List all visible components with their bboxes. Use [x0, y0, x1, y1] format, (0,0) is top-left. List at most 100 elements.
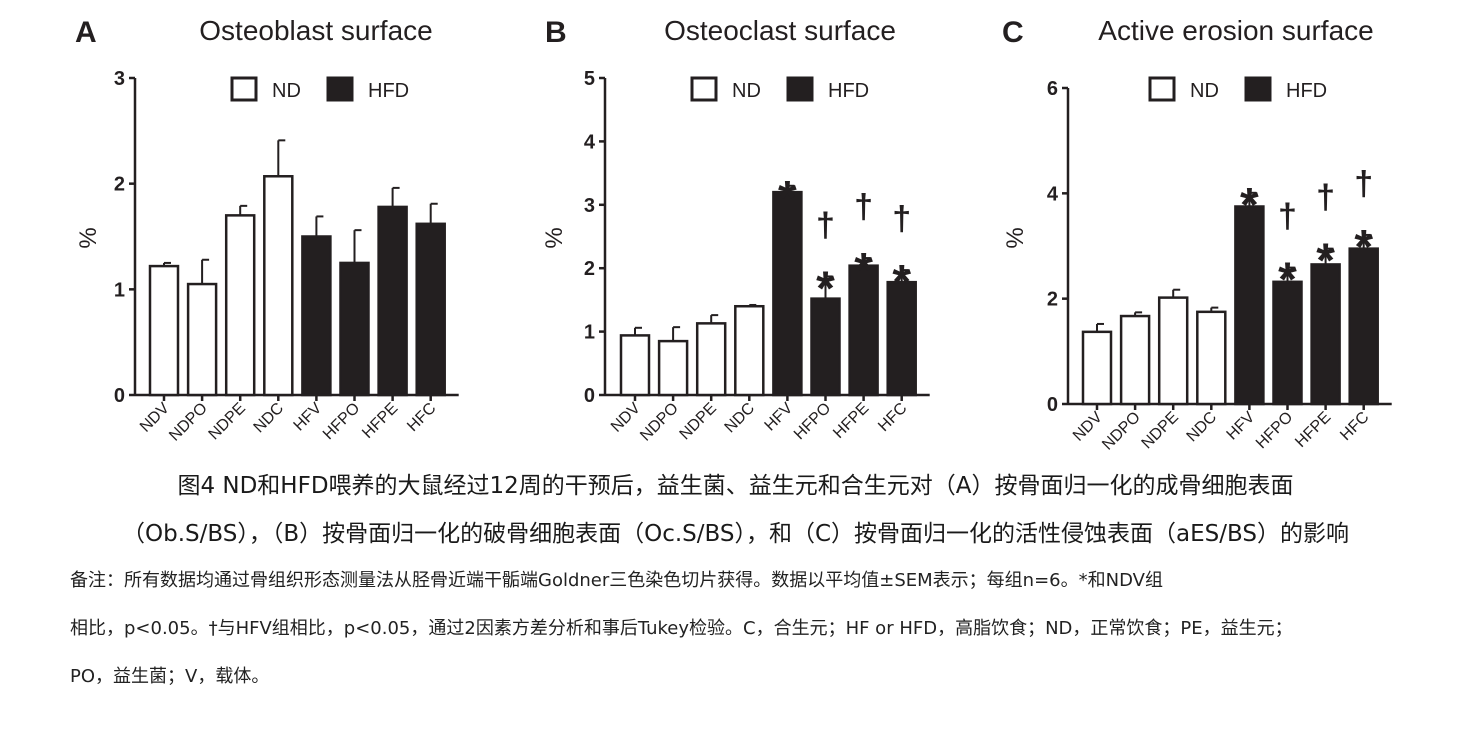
x-tick-label: NDPE	[677, 400, 720, 443]
x-tick-label: NDPO	[637, 400, 682, 445]
figure-caption-line-2: （Ob.S/BS），（B）按骨面归一化的破骨细胞表面（Oc.S/BS），和（C）…	[121, 521, 1349, 547]
x-tick-label: NDPE	[1139, 409, 1182, 452]
x-tick-label: HFC	[404, 400, 439, 435]
x-tick-label: HFPE	[830, 400, 872, 442]
legend-label-hfd: HFD	[1286, 80, 1327, 102]
bar	[886, 280, 917, 397]
y-axis-label: %	[1002, 227, 1029, 248]
y-tick-label: 1	[114, 279, 125, 301]
bar	[657, 339, 689, 397]
x-tick-label: HFPO	[320, 400, 363, 443]
y-tick-label: 3	[584, 195, 595, 217]
x-tick-label: NDPO	[1099, 409, 1144, 454]
significance-star: *	[854, 244, 873, 297]
bar	[224, 214, 256, 397]
x-tick-label: HFPO	[791, 400, 834, 443]
y-tick-label: 2	[584, 258, 595, 280]
significance-star: *	[1278, 254, 1297, 307]
figure-note-line-1: 备注：所有数据均通过骨组织形态测量法从胫骨近端干骺端Goldner三色染色切片获…	[70, 570, 1163, 591]
y-tick-label: 1	[584, 322, 595, 344]
bar	[619, 334, 651, 397]
y-tick-label: 2	[114, 174, 125, 196]
significance-star: *	[1354, 221, 1373, 274]
legend-label-hfd: HFD	[368, 80, 409, 102]
chart-title: Active erosion surface	[1098, 15, 1373, 46]
x-tick-label: HFPE	[1292, 409, 1334, 451]
bar	[734, 304, 765, 397]
bar	[339, 261, 370, 397]
bar	[1081, 330, 1113, 406]
x-tick-label: NDC	[1184, 409, 1221, 446]
bar	[1234, 205, 1265, 406]
significance-dagger: †	[854, 188, 873, 226]
y-tick-label: 6	[1047, 78, 1058, 100]
significance-dagger: †	[1354, 165, 1373, 203]
bar	[148, 264, 180, 397]
bar	[1272, 280, 1303, 406]
panel-letter: C	[1002, 16, 1024, 49]
figure-caption-line-1: 图4 ND和HFD喂养的大鼠经过12周的干预后，益生菌、益生元和合生元对（A）按…	[177, 473, 1294, 499]
bar	[1196, 310, 1227, 406]
bar	[186, 282, 218, 397]
bar	[695, 322, 727, 397]
significance-dagger: †	[892, 200, 911, 238]
x-tick-label: HFPO	[1253, 409, 1296, 452]
significance-dagger: †	[1316, 179, 1335, 217]
y-tick-label: 5	[584, 68, 595, 90]
panel-letter: A	[75, 16, 97, 49]
significance-star: *	[892, 256, 911, 309]
y-axis-label: %	[541, 227, 568, 248]
x-tick-label: NDPO	[166, 400, 211, 445]
panel-letter: B	[545, 16, 567, 49]
figure-note-line-3: PO，益生菌；V，载体。	[70, 666, 270, 687]
significance-star: *	[778, 172, 797, 225]
bar	[1157, 296, 1189, 406]
bar	[1119, 314, 1151, 406]
significance-dagger: †	[816, 206, 835, 244]
legend-swatch-nd	[1148, 76, 1176, 102]
legend-swatch-nd	[230, 76, 258, 102]
y-axis-label: %	[75, 227, 102, 248]
legend-label-hfd: HFD	[828, 80, 869, 102]
x-tick-label: HFPE	[359, 400, 401, 442]
x-tick-label: HFV	[1224, 409, 1259, 444]
legend-swatch-hfd	[1244, 76, 1272, 102]
bar	[810, 297, 841, 397]
y-tick-label: 2	[1047, 289, 1058, 311]
legend-label-nd: ND	[272, 80, 301, 102]
x-tick-label: NDC	[722, 400, 759, 437]
x-tick-label: HFC	[1337, 409, 1372, 444]
legend-swatch-hfd	[326, 76, 354, 102]
bar	[415, 222, 446, 397]
bar	[772, 190, 803, 397]
significance-star: *	[1240, 179, 1259, 232]
significance-star: *	[1316, 235, 1335, 288]
legend-label-nd: ND	[732, 80, 761, 102]
x-tick-label: NDPE	[206, 400, 249, 443]
significance-dagger: †	[1278, 198, 1297, 236]
bar	[848, 264, 879, 397]
y-tick-label: 0	[114, 385, 125, 407]
bar	[1348, 247, 1379, 406]
bar	[301, 235, 332, 397]
x-tick-label: NDC	[251, 400, 288, 437]
figure-note-line-2: 相比，p<0.05。†与HFV组相比，p<0.05，通过2因素方差分析和事后Tu…	[70, 618, 1293, 639]
chart-title: Osteoblast surface	[199, 15, 432, 46]
bar	[1310, 263, 1341, 406]
bar	[377, 205, 408, 397]
bar	[263, 175, 294, 397]
x-tick-label: HFC	[875, 400, 910, 435]
y-tick-label: 4	[584, 131, 596, 153]
legend-label-nd: ND	[1190, 80, 1219, 102]
x-tick-label: HFV	[291, 400, 326, 435]
legend-swatch-nd	[690, 76, 718, 102]
significance-star: *	[816, 262, 835, 315]
chart-title: Osteoclast surface	[664, 15, 896, 46]
y-tick-label: 3	[114, 68, 125, 90]
legend-swatch-hfd	[786, 76, 814, 102]
x-tick-label: HFV	[762, 400, 797, 435]
